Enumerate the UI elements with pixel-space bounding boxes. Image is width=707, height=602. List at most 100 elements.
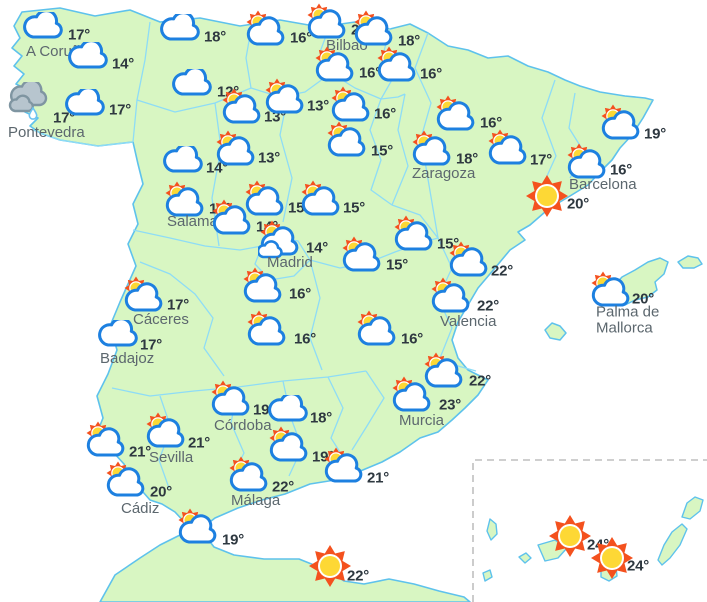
sun-behind-cloud-icon — [263, 78, 309, 116]
cloud-icon — [65, 86, 105, 117]
cloud-icon — [172, 66, 212, 97]
sun-behind-cloud-icon — [122, 276, 168, 314]
sun-behind-cloud-icon — [329, 86, 375, 124]
temperature-label: 16° — [289, 285, 312, 303]
rain-cloud-icon — [8, 79, 52, 122]
sun-behind-cloud-icon — [104, 461, 150, 499]
temperature-label: 17° — [140, 336, 163, 354]
sun-behind-cloud-icon — [422, 352, 468, 390]
temperature-label: 16° — [290, 29, 313, 47]
temperature-label: 16° — [359, 64, 382, 82]
sun-behind-cloud-icon — [163, 181, 209, 219]
sun-icon — [546, 512, 594, 560]
sun-behind-cloud-icon — [214, 130, 260, 168]
temperature-label: 16° — [610, 161, 633, 179]
temperature-label: 15° — [371, 142, 394, 160]
temperature-label: 17° — [530, 151, 553, 169]
temperature-label: 21° — [367, 469, 390, 487]
canary-island — [681, 496, 704, 520]
city-label: Sevilla — [149, 449, 194, 467]
city-label: Zaragoza — [412, 165, 476, 183]
city-label: Bilbao — [326, 37, 368, 55]
city-label: Málaga — [231, 492, 281, 510]
temperature-label: 14° — [306, 239, 329, 257]
temperature-label: 18° — [456, 150, 479, 168]
temperature-label: 13° — [307, 97, 330, 115]
canary-island — [482, 569, 493, 582]
sun-behind-cloud-icon — [227, 456, 273, 494]
temperature-label: 15° — [386, 256, 409, 274]
temperature-label: 14° — [112, 55, 135, 73]
cloud-icon — [98, 317, 138, 348]
sun-behind-cloud-icon — [243, 180, 289, 218]
sun-icon — [588, 534, 636, 582]
temperature-label: 17° — [109, 101, 132, 119]
sun-behind-cloud-icon — [144, 412, 190, 450]
temperature-label: 16° — [374, 105, 397, 123]
temperature-label: 21° — [188, 434, 211, 452]
sun-behind-cloud-icon — [486, 129, 532, 167]
temperature-label: 17° — [167, 296, 190, 314]
sun-behind-cloud-icon — [429, 277, 475, 315]
sun-behind-cloud-icon — [589, 271, 635, 309]
temperature-label: 16° — [294, 330, 317, 348]
sun-behind-cloud-icon — [244, 10, 290, 48]
temperature-label: 13° — [258, 149, 281, 167]
temperature-label: 20° — [632, 290, 655, 308]
north-africa-coast — [99, 525, 471, 602]
sun-behind-cloud-icon — [447, 241, 493, 279]
temperature-label: 18° — [204, 28, 227, 46]
menorca-island — [677, 255, 703, 269]
sun-behind-cloud-icon — [390, 376, 436, 414]
city-label: Badajoz — [100, 350, 155, 368]
temperature-label: 22° — [272, 478, 295, 496]
cloud-icon — [23, 9, 63, 40]
sun-behind-cloud-icon — [410, 130, 456, 168]
cloud-icon — [268, 392, 308, 423]
temperature-label: 15° — [343, 199, 366, 217]
city-label: Murcia — [399, 412, 445, 430]
temperature-label: 23° — [439, 396, 462, 414]
temperature-label: 21° — [129, 443, 152, 461]
temperature-label: 16° — [480, 114, 503, 132]
sun-behind-cloud-icon — [299, 180, 345, 218]
sun-behind-clouds-icon — [256, 220, 304, 261]
canary-island — [657, 523, 688, 566]
cloud-icon — [160, 11, 200, 42]
temperature-label: 16° — [420, 65, 443, 83]
temperature-label: 22° — [477, 297, 500, 315]
temperature-label: 20° — [567, 195, 590, 213]
temperature-label: 17° — [68, 26, 91, 44]
city-label: Cáceres — [133, 311, 189, 329]
sun-behind-cloud-icon — [322, 447, 368, 485]
ibiza-island — [544, 322, 567, 341]
city-label: Cádiz — [121, 500, 160, 518]
temperature-label: 22° — [491, 262, 514, 280]
sun-behind-cloud-icon — [220, 88, 266, 126]
city-label: Pontevedra — [8, 124, 85, 142]
temperature-label: 18° — [310, 409, 333, 427]
sun-behind-cloud-icon — [599, 104, 645, 142]
canary-island — [486, 518, 498, 541]
temperature-label: 19° — [222, 531, 245, 549]
temperature-label: 16° — [401, 330, 424, 348]
canary-island — [518, 552, 532, 564]
sun-behind-cloud-icon — [245, 310, 291, 348]
sun-behind-cloud-icon — [392, 215, 438, 253]
sun-behind-cloud-icon — [565, 143, 611, 181]
sun-behind-cloud-icon — [84, 421, 130, 459]
city-label: Córdoba — [214, 417, 272, 435]
temperature-label: 20° — [150, 483, 173, 501]
sun-behind-cloud-icon — [210, 199, 256, 237]
city-label: Valencia — [440, 313, 497, 331]
sun-behind-cloud-icon — [434, 95, 480, 133]
sun-icon — [523, 172, 571, 220]
city-label: Madrid — [267, 254, 313, 272]
sun-icon — [306, 542, 354, 590]
cloud-icon — [163, 143, 203, 174]
temperature-label: 24° — [627, 557, 650, 575]
sun-behind-cloud-icon — [241, 267, 287, 305]
sun-behind-cloud-icon — [375, 46, 421, 84]
